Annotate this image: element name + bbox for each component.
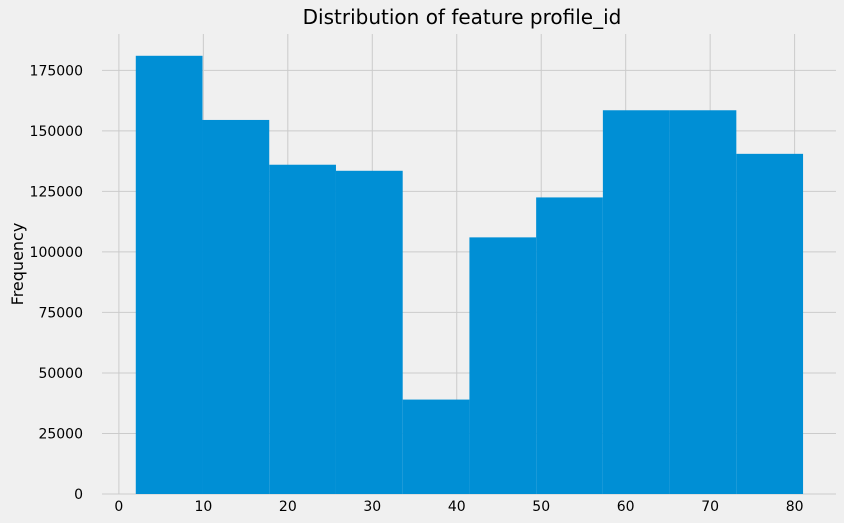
y-tick-label: 100000 [30,245,83,261]
y-tick-label: 25000 [38,426,83,442]
x-tick-label: 0 [114,499,123,515]
histogram-bar [202,119,270,495]
y-tick-label: 175000 [30,63,83,79]
histogram-bar [135,55,203,494]
y-tick-label: 150000 [30,124,83,140]
histogram-bar [602,110,670,495]
histogram-bar [335,170,403,494]
y-tick-label: 50000 [38,366,83,382]
chart-title: Distribution of feature profile_id [303,5,622,29]
histogram-bar [469,237,537,495]
y-tick-label: 75000 [38,305,83,321]
y-tick-label: 125000 [30,184,83,200]
histogram-bar [669,110,737,495]
histogram-bar [536,197,603,494]
y-tick-label: 0 [74,487,83,503]
x-tick-label: 80 [786,499,804,515]
tick-labels: 0 10 20 30 40 50 60 70 80 0 25000 50000 75000 100000 1… [30,63,804,515]
histogram-bar [736,153,804,494]
x-tick-label: 60 [617,499,635,515]
y-axis-label: Frequency [8,223,27,306]
histogram-bar [402,399,470,494]
histogram-bars [135,55,804,495]
x-tick-label: 10 [194,499,212,515]
x-tick-label: 30 [363,499,381,515]
x-tick-label: 50 [532,499,550,515]
x-tick-label: 70 [701,499,719,515]
x-tick-label: 40 [448,499,466,515]
x-tick-label: 20 [279,499,297,515]
histogram-bar [269,164,336,494]
